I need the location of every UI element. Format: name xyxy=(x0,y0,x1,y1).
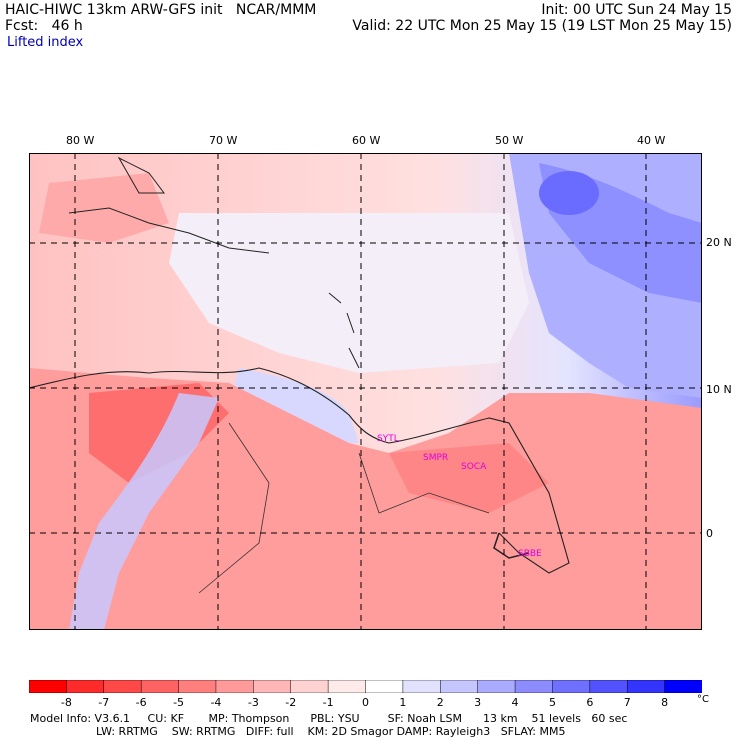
forecast-hour: Fcst: 46 h xyxy=(5,18,83,34)
colorbar-swatch xyxy=(514,680,554,693)
country-borders xyxy=(198,422,490,594)
lon-label-70w: 70 W xyxy=(209,134,238,147)
colorbar-label: -6 xyxy=(135,696,147,709)
map-frame xyxy=(29,153,702,630)
colorbar-label: -7 xyxy=(98,696,110,709)
unstable-greater-antilles xyxy=(39,173,169,243)
neutral-band xyxy=(169,213,529,373)
colorbar-unit: °C xyxy=(697,694,709,705)
lifted-index-map: SYTL SMPR SOCA SBBE xyxy=(29,153,702,630)
lon-label-40w: 40 W xyxy=(637,134,666,147)
colorbar-swatch xyxy=(626,680,666,693)
field-name: Lifted index xyxy=(7,35,84,50)
station-label: SBBE xyxy=(518,549,542,559)
lon-label-80w: 80 W xyxy=(66,134,95,147)
colorbar-swatch xyxy=(253,680,292,693)
colorbar-label: 0 xyxy=(362,696,369,709)
colorbar-swatch xyxy=(178,680,217,693)
coastline-amazon-mouth xyxy=(493,532,530,559)
colorbar-label: 5 xyxy=(548,696,556,709)
colorbar-label: -8 xyxy=(60,696,72,709)
colorbar-label: -2 xyxy=(285,696,297,709)
station-label: SMPR xyxy=(423,453,448,463)
colorbar-swatch xyxy=(552,680,591,693)
colorbar-label: 6 xyxy=(586,696,594,709)
colorbar-swatch xyxy=(29,680,68,693)
lat-label-0: 0 xyxy=(706,527,713,540)
graticule xyxy=(29,153,702,630)
colorbar-swatch xyxy=(440,680,479,693)
colorbar-label: -3 xyxy=(247,696,259,709)
lon-label-60w: 60 W xyxy=(352,134,381,147)
coastline-antilles xyxy=(68,207,270,254)
colorbar-label: 1 xyxy=(399,696,407,709)
init-time: Init: 00 UTC Sun 24 May 15 xyxy=(541,2,732,18)
model-info-line1: Model Info: V3.6.1 CU: KF MP: Thompson P… xyxy=(30,712,628,725)
colorbar-swatch xyxy=(103,680,142,693)
coastline-cuba xyxy=(117,156,165,194)
colorbar-swatch xyxy=(290,680,329,693)
stable-cell xyxy=(539,171,599,215)
colorbar-swatch xyxy=(589,680,628,693)
colorbar-swatch xyxy=(365,680,404,693)
station-label: SYTL xyxy=(377,434,399,444)
colorbar-label: -5 xyxy=(173,696,185,709)
colorbar-swatch xyxy=(215,680,255,693)
colorbar-label: 3 xyxy=(474,696,482,709)
colorbar-label: -1 xyxy=(322,696,334,709)
station-label: SOCA xyxy=(461,462,487,472)
colorbar-swatch xyxy=(327,680,367,693)
lat-label-20n: 20 N xyxy=(706,236,732,249)
coastline-south-america xyxy=(29,367,570,574)
unstable-core-east xyxy=(389,443,549,513)
model-title: HAIC-HIWC 13km ARW-GFS init NCAR/MMM xyxy=(5,2,317,18)
colorbar-label: -4 xyxy=(210,696,222,709)
colorbar-label: 7 xyxy=(623,696,631,709)
colorbar-swatch xyxy=(140,680,180,693)
colorbar-swatch xyxy=(477,680,516,693)
colorbar-label: 8 xyxy=(661,696,669,709)
valid-time: Valid: 22 UTC Mon 25 May 15 (19 LST Mon … xyxy=(352,18,732,34)
colorbar-swatch xyxy=(664,680,702,693)
colorbar xyxy=(29,680,702,693)
colorbar-label: 4 xyxy=(511,696,519,709)
coastline-lesser-antilles xyxy=(328,292,360,369)
colorbar-swatch xyxy=(66,680,105,693)
colorbar-swatch xyxy=(402,680,442,693)
lat-label-10n: 10 N xyxy=(706,383,732,396)
colorbar-label: 2 xyxy=(436,696,444,709)
andes-stable-streak xyxy=(69,393,219,630)
model-info-line2: LW: RRTMG SW: RRTMG DIFF: full KM: 2D Sm… xyxy=(96,725,566,738)
lon-label-50w: 50 W xyxy=(495,134,524,147)
